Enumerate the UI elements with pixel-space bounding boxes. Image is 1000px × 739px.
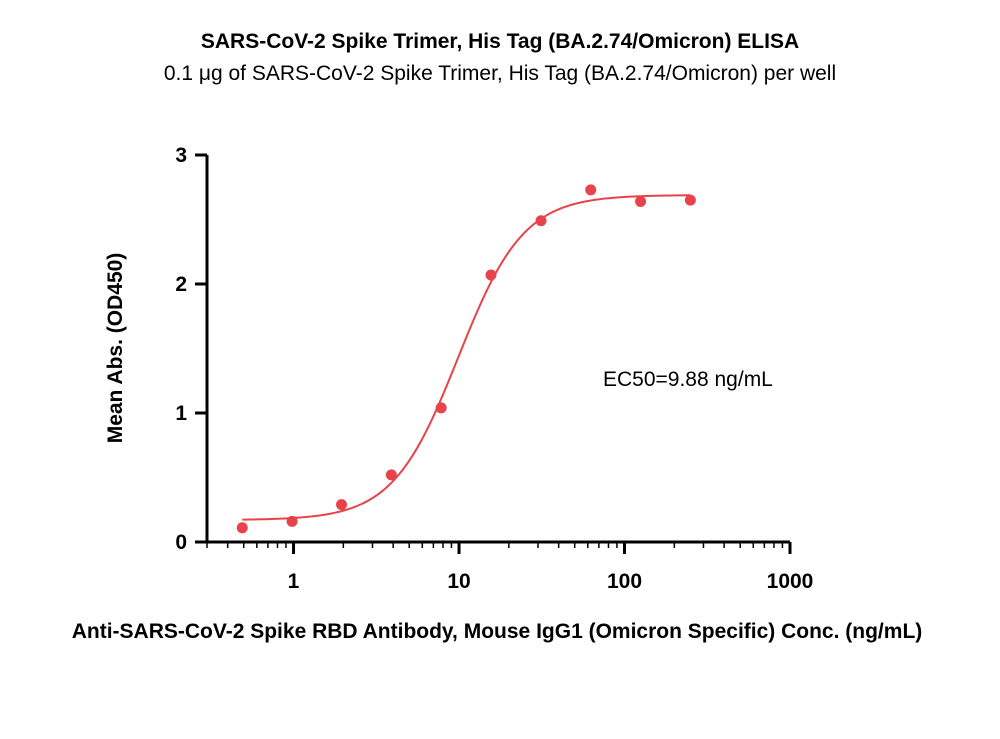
- y-axis-title: Mean Abs. (OD450): [104, 253, 127, 444]
- x-tick-label: 1: [288, 570, 300, 593]
- data-points: [236, 184, 696, 534]
- fit-curve: [242, 194, 691, 521]
- data-point: [336, 499, 348, 511]
- data-point: [535, 215, 547, 227]
- data-point: [435, 402, 447, 414]
- x-tick-label: 100: [607, 570, 642, 593]
- data-point: [286, 515, 298, 527]
- x-ticks: 1 10 100 1000: [206, 542, 814, 593]
- data-point: [485, 269, 497, 281]
- data-point: [385, 469, 397, 481]
- y-tick-label: 1: [175, 402, 187, 425]
- y-tick-label: 0: [175, 531, 187, 554]
- ec50-annotation: EC50=9.88 ng/mL: [603, 368, 773, 391]
- y-tick-label: 2: [175, 273, 187, 296]
- axes: 0 1 2 3 1 10 100 1000: [175, 144, 813, 593]
- data-point: [684, 194, 696, 206]
- x-tick-label: 10: [447, 570, 470, 593]
- y-ticks: 0 1 2 3: [175, 144, 207, 554]
- data-point: [236, 522, 248, 534]
- x-axis-title: Anti-SARS-CoV-2 Spike RBD Antibody, Mous…: [72, 620, 923, 643]
- chart-title: SARS-CoV-2 Spike Trimer, His Tag (BA.2.7…: [200, 30, 800, 53]
- x-tick-label: 1000: [767, 570, 814, 593]
- data-point: [585, 184, 597, 196]
- y-tick-label: 3: [175, 144, 187, 167]
- data-point: [635, 195, 647, 207]
- chart-subtitle: 0.1 μg of SARS-CoV-2 Spike Trimer, His T…: [163, 62, 837, 85]
